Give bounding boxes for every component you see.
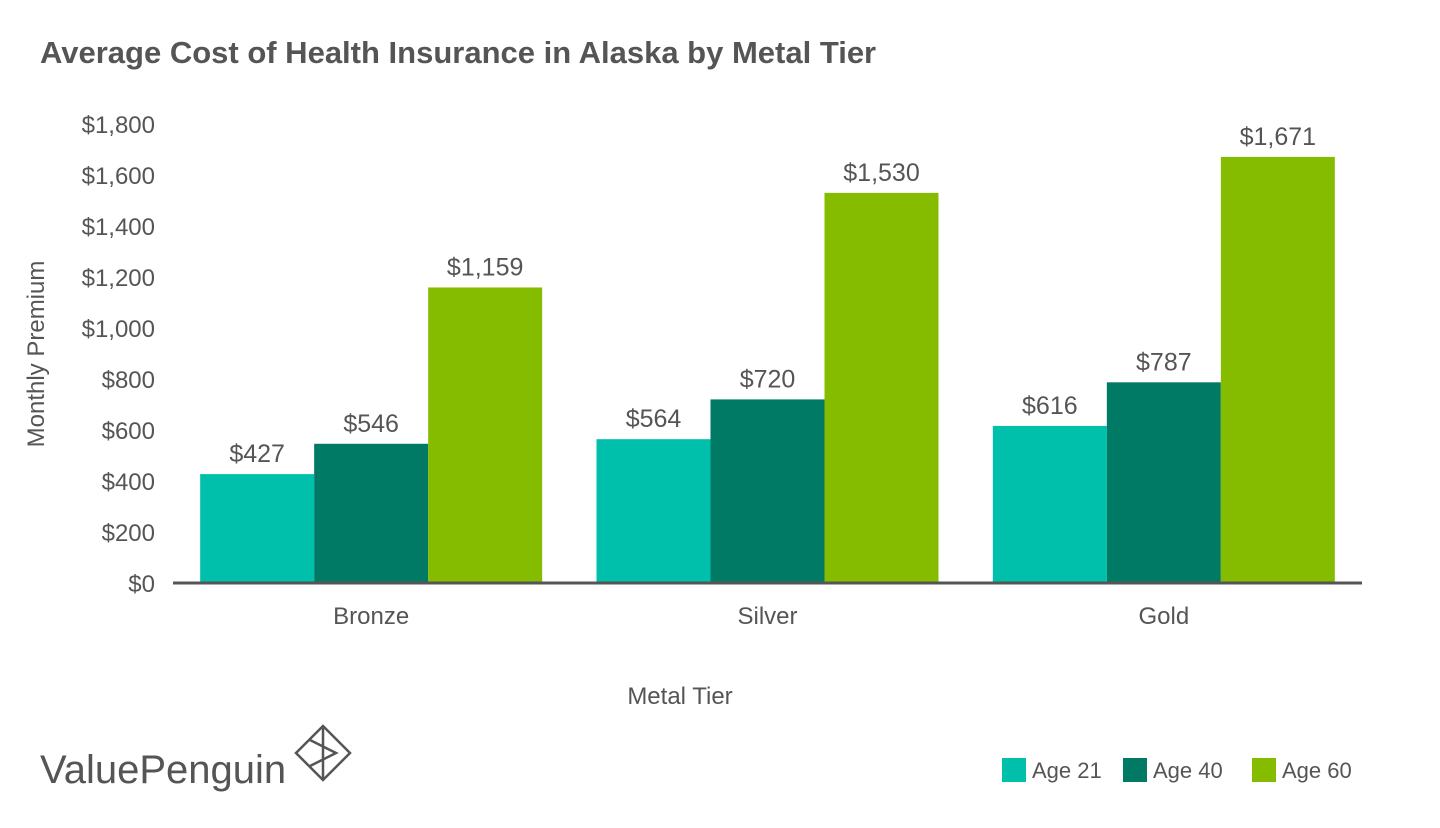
data-label: $720 — [740, 365, 796, 393]
chart-title: Average Cost of Health Insurance in Alas… — [40, 35, 876, 70]
bar-silver-age-40 — [710, 399, 825, 583]
bar-bronze-age-60 — [428, 287, 543, 583]
data-label: $564 — [626, 405, 682, 433]
y-tick-label: $400 — [102, 469, 155, 496]
brand-logo: ValuePenguin — [40, 724, 352, 792]
legend-item-age-60: Age 60 — [1252, 758, 1352, 783]
bar-bronze-age-21 — [200, 474, 315, 583]
data-label: $1,530 — [843, 159, 919, 187]
bars — [200, 156, 1335, 583]
legend-swatch — [1252, 758, 1276, 782]
legend-swatch — [1123, 758, 1147, 782]
legend: Age 21 Age 40 Age 60 — [1002, 758, 1352, 783]
x-tick-label: Silver — [737, 603, 797, 630]
legend-item-age-21: Age 21 — [1002, 758, 1102, 783]
data-labels: $427 $546 $1,159 $564 $720 $1,530 $616 $787 $1,6… — [229, 123, 1316, 468]
legend-label: Age 60 — [1282, 758, 1352, 783]
bar-gold-age-21 — [992, 425, 1107, 583]
y-tick-label: $600 — [102, 418, 155, 445]
y-tick-label: $1,200 — [82, 265, 155, 292]
legend-swatch — [1002, 758, 1026, 782]
y-tick-label: $200 — [102, 520, 155, 547]
x-axis: Bronze Silver Gold — [333, 603, 1189, 630]
data-label: $546 — [343, 410, 399, 438]
data-label: $787 — [1136, 348, 1192, 376]
data-label: $1,671 — [1240, 123, 1316, 151]
data-label: $1,159 — [447, 253, 523, 281]
y-axis: $0 $200 $400 $600 $800 $1,000 $1,200 $1,400 $1,6… — [82, 112, 155, 598]
diamond-logo-icon — [294, 724, 352, 782]
bar-silver-age-21 — [596, 439, 711, 583]
data-label: $427 — [229, 440, 285, 468]
x-axis-title: Metal Tier — [627, 683, 732, 710]
legend-item-age-40: Age 40 — [1123, 758, 1223, 783]
y-tick-label: $0 — [128, 571, 155, 598]
y-tick-label: $1,400 — [82, 214, 155, 241]
y-axis-title: Monthly Premium — [23, 261, 50, 448]
legend-label: Age 40 — [1153, 758, 1223, 783]
y-tick-label: $1,600 — [82, 163, 155, 190]
x-tick-label: Gold — [1138, 603, 1189, 630]
y-tick-label: $800 — [102, 367, 155, 394]
bar-bronze-age-40 — [314, 443, 429, 583]
y-tick-label: $1,000 — [82, 316, 155, 343]
y-tick-label: $1,800 — [82, 112, 155, 139]
brand-name: ValuePenguin — [40, 748, 286, 792]
x-tick-label: Bronze — [333, 603, 409, 630]
bar-gold-age-60 — [1220, 156, 1335, 583]
bar-silver-age-60 — [824, 192, 939, 583]
data-label: $616 — [1022, 392, 1078, 420]
bar-gold-age-40 — [1106, 382, 1221, 583]
legend-label: Age 21 — [1032, 758, 1102, 783]
